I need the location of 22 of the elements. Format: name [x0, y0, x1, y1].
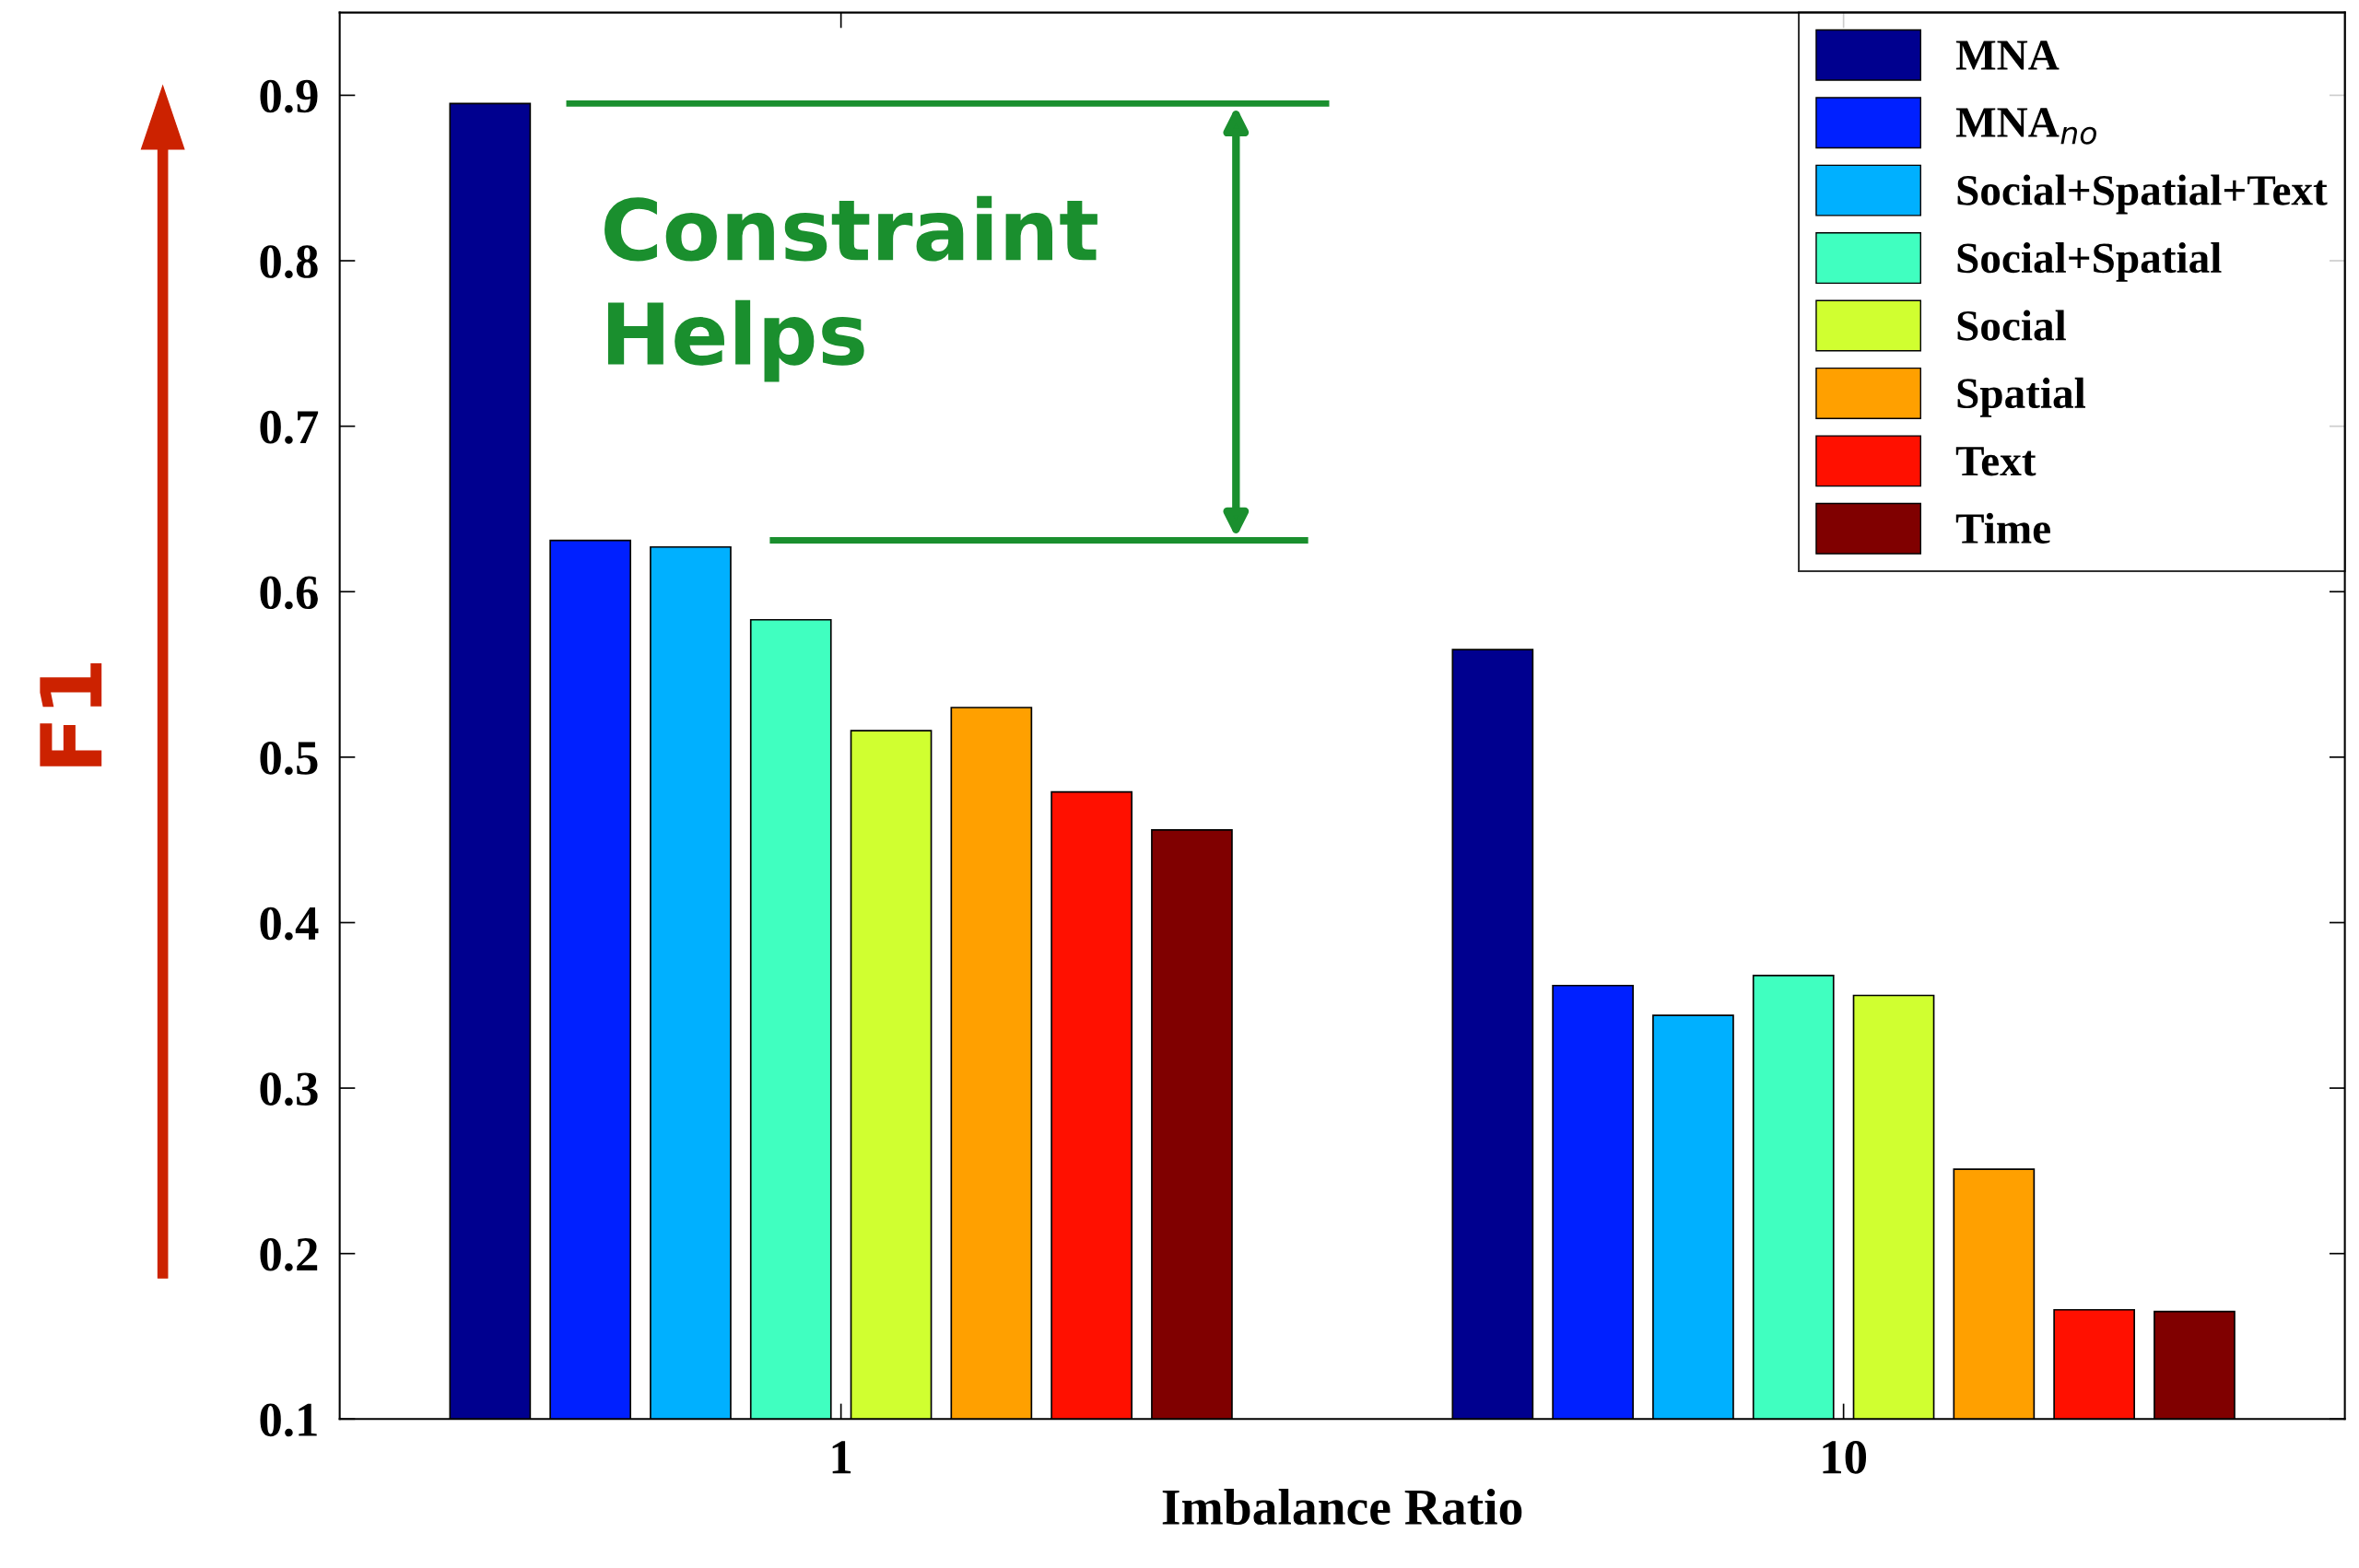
legend-label: Time — [1955, 512, 2050, 544]
x-tick-label: 10 — [1823, 1441, 1867, 1474]
y-tick-label: 0.7 — [260, 410, 319, 444]
annotation: Constraint Helps — [604, 195, 1097, 382]
legend-label: Social+Spatial — [1957, 242, 2222, 282]
y-tick-label: 0.6 — [260, 576, 318, 610]
legend-label: MNA — [1955, 41, 2060, 70]
y-tick-label: 0.3 — [260, 1072, 318, 1106]
y-tick-label: 0.2 — [260, 1237, 318, 1271]
y-tick-label: 0.9 — [260, 79, 318, 113]
y-tick-label: 0.4 — [260, 907, 319, 941]
legend-label: MNA$_{no}$ — [1955, 108, 2096, 145]
y-tick-label: 0.5 — [260, 742, 318, 775]
x-axis-title: Imbalance Ratio — [1162, 1488, 1522, 1526]
y-axis-title: F1 — [40, 663, 102, 766]
x-tick-label: 1 — [832, 1441, 851, 1474]
legend-label: Text — [1955, 447, 2036, 476]
y-tick-label: 0.8 — [260, 245, 318, 279]
legend-label: Social+Spatial+Text — [1957, 174, 2328, 215]
legend-label: Social — [1957, 310, 2066, 341]
y-tick-label: 0.1 — [260, 1403, 317, 1437]
legend-label: Spatial — [1957, 377, 2085, 417]
